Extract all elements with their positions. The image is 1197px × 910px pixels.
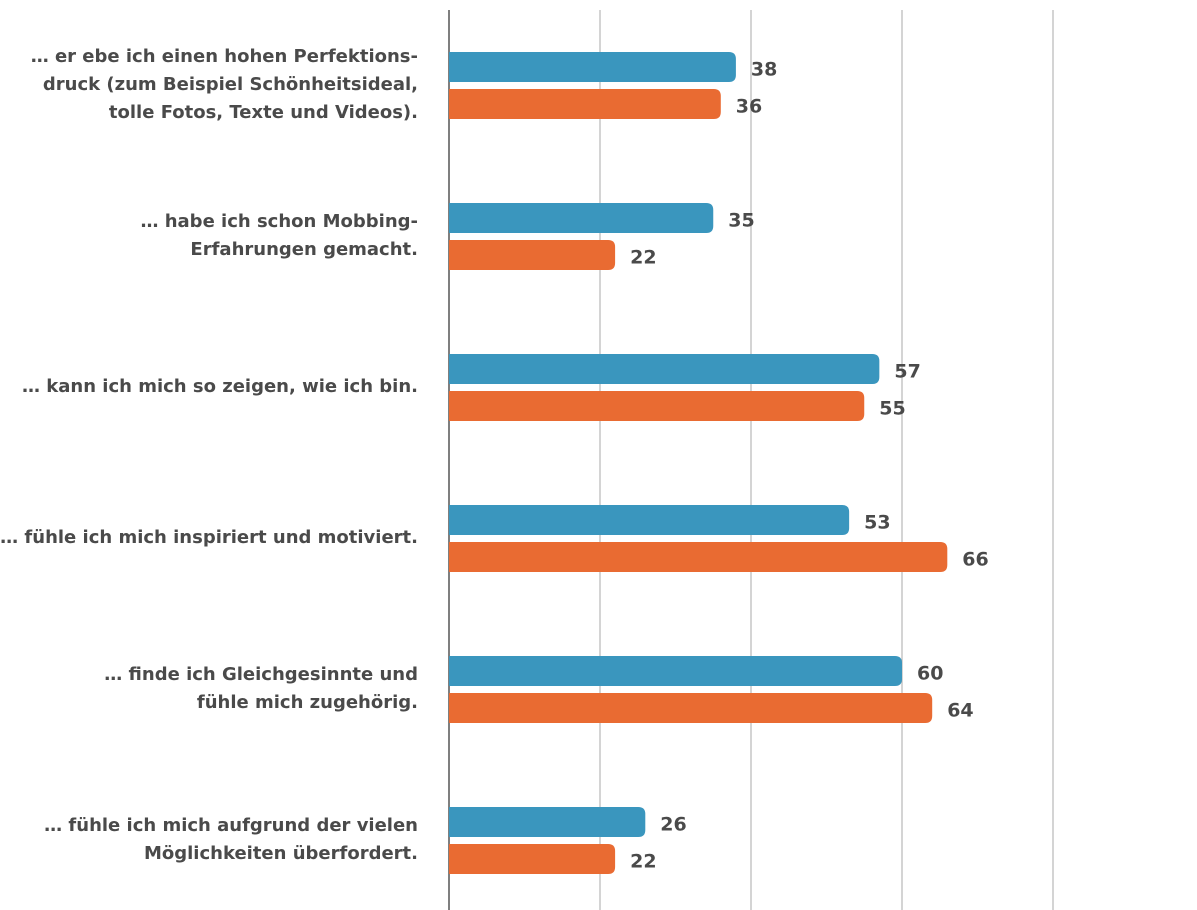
category-label: … kann ich mich so zeigen, wie ich bin. — [22, 376, 418, 397]
category-label: … fühle ich mich aufgrund der vielen Mög… — [44, 815, 418, 864]
bar — [449, 656, 902, 686]
bar — [449, 505, 850, 535]
bar — [449, 844, 616, 874]
category-label: … finde ich Gleichgesinnte und fühle mic… — [104, 664, 418, 713]
bar — [449, 52, 736, 82]
bar — [449, 203, 714, 233]
value-label: 53 — [864, 512, 890, 534]
value-label: 55 — [879, 398, 905, 420]
value-label: 22 — [630, 247, 656, 269]
bar — [449, 807, 646, 837]
value-label: 38 — [751, 59, 777, 81]
value-label: 60 — [917, 663, 943, 685]
category-label: … habe ich schon Mobbing- Erfahrungen ge… — [140, 211, 418, 260]
value-label: 57 — [894, 361, 920, 383]
value-label: 36 — [736, 96, 762, 118]
value-label: 64 — [947, 700, 973, 722]
bar — [449, 693, 933, 723]
value-label: 66 — [962, 549, 988, 571]
bar — [449, 542, 948, 572]
category-label: … er ebe ich einen hohen Perfektions- dr… — [30, 46, 418, 123]
bar — [449, 240, 616, 270]
bar — [449, 391, 865, 421]
value-label: 26 — [660, 814, 686, 836]
category-label: … fühle ich mich inspiriert und motivier… — [0, 527, 418, 548]
bar — [449, 354, 880, 384]
value-label: 22 — [630, 851, 656, 873]
bar — [449, 89, 721, 119]
value-label: 35 — [728, 210, 754, 232]
